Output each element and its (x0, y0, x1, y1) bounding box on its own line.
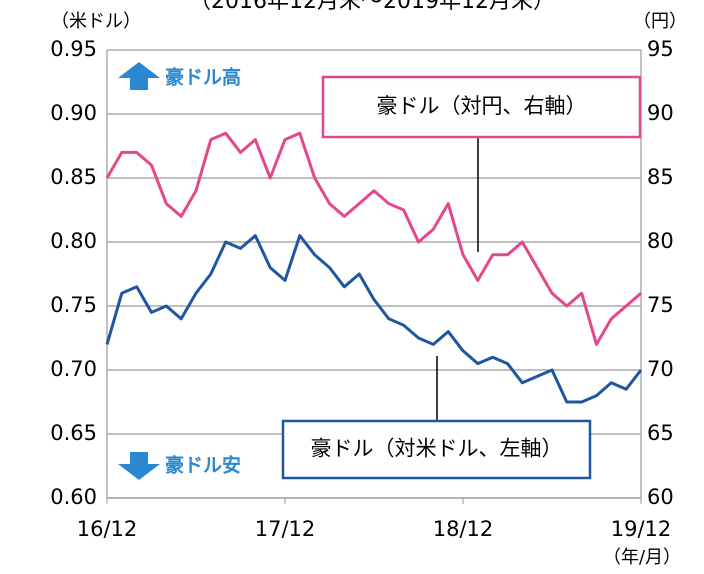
annotation: 豪ドル安 (165, 454, 241, 477)
y2-tick-label: 80 (647, 229, 674, 253)
y2-tick-label: 60 (647, 485, 674, 509)
x-axis-label: （年/月） (603, 547, 681, 568)
legend-label: 豪ドル（対円、右軸） (377, 94, 587, 118)
y-tick-label: 0.60 (50, 485, 97, 509)
series-line (105, 131, 642, 346)
y2-tick-label: 90 (647, 101, 674, 125)
y2-tick-label: 75 (647, 293, 674, 317)
series-line (105, 234, 643, 404)
x-tick-label: 17/12 (255, 517, 316, 541)
up-arrow (118, 62, 160, 90)
y-tick-label: 0.95 (50, 37, 97, 61)
y2-tick-label: 95 (647, 37, 674, 61)
y-tick-label: 0.65 (50, 421, 97, 445)
y-axis-label: （米ドル） (51, 11, 141, 32)
y-tick-label: 0.85 (50, 165, 97, 189)
y-tick-label: 0.70 (50, 357, 97, 381)
y2-tick-label: 85 (647, 165, 674, 189)
legend-label: 豪ドル（対米ドル、左軸） (311, 437, 563, 461)
y-tick-label: 0.75 (50, 293, 97, 317)
down-arrow (118, 452, 160, 480)
legend-box (281, 419, 592, 480)
y2-axis-label: （円） (633, 11, 687, 32)
y-tick-label: 0.90 (50, 101, 97, 125)
y2-tick-label: 65 (647, 421, 674, 445)
chart-subtitle: （2016年12月末～2019年12月末） (189, 0, 555, 14)
annotation: 豪ドル高 (165, 66, 241, 89)
x-tick-label: 18/12 (433, 517, 494, 541)
x-tick-label: 16/12 (77, 517, 138, 541)
x-tick-label: 19/12 (611, 517, 672, 541)
y2-tick-label: 70 (647, 357, 674, 381)
legend-box (321, 75, 642, 139)
y-tick-label: 0.80 (50, 229, 97, 253)
